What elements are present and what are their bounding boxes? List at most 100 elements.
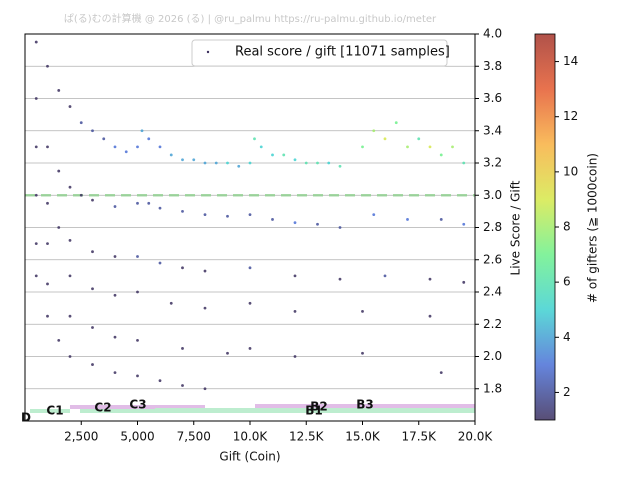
point [136,374,139,378]
point [57,169,61,173]
point [316,161,319,165]
point [158,261,162,265]
point [293,355,297,358]
x-tick-label: 2,500 [64,430,98,444]
point [136,338,139,342]
point [113,255,117,258]
point [169,301,173,305]
point [226,351,229,355]
point [428,145,432,149]
point [361,145,364,149]
point [372,213,376,217]
x-tick-label: 20.0K [458,430,494,444]
point [417,137,421,141]
point [282,153,286,157]
x-tick-label: 15.0K [345,430,381,444]
point [293,274,297,278]
point [248,347,252,350]
point [113,371,117,375]
point [68,239,72,242]
point [46,242,49,246]
point [136,255,139,258]
point [46,64,49,68]
point [34,193,38,197]
point [158,379,162,383]
point [181,209,184,213]
point [34,242,38,246]
point [136,201,139,205]
point [91,198,94,202]
y-tick-label: 4.0 [483,27,502,41]
point [113,335,117,339]
x-tick-label: 5,000 [120,430,154,444]
rank-label: C3 [129,398,146,412]
colorbar-tick-label: 6 [563,275,571,289]
point [68,274,72,278]
point [46,282,49,286]
colorbar-tick-label: 12 [563,109,578,123]
rank-label: B3 [356,398,374,412]
point [79,121,83,125]
point [102,137,106,141]
legend-box [191,39,448,67]
colorbar-tick-label: 2 [563,385,571,399]
point [68,355,72,358]
point [124,150,128,154]
x-tick-label: 10.0K [233,430,269,444]
point [439,371,443,375]
point [226,214,229,218]
y-tick-label: 3.0 [483,188,502,202]
y-tick-label: 2.4 [483,285,502,299]
point [439,218,443,221]
y-tick-label: 3.6 [483,91,502,105]
point [226,161,229,165]
point [147,201,151,205]
point [304,161,308,165]
point [181,384,184,387]
x-tick-label: 12.5K [289,430,325,444]
colorbar-tick-label: 10 [563,164,578,178]
legend-label: Real score / gift [11071 samples] [235,45,450,60]
point [91,363,94,366]
point [140,129,144,133]
colorbar-tick-label: 4 [563,330,571,344]
point [79,193,83,197]
point [237,164,241,168]
y-tick-label: 3.2 [483,156,502,170]
point [293,158,297,162]
y-tick-label: 2.0 [483,349,502,363]
point [46,314,49,318]
point [113,293,117,297]
point [91,287,94,291]
point [57,226,61,229]
chart-title: ぱ(る)むの計算機 @ 2026 (る) | @ru_palmu https:/… [64,12,437,25]
point [34,274,38,278]
point [383,274,387,278]
point [259,145,263,149]
point [68,105,72,108]
y-tick-label: 1.8 [483,381,502,395]
point [271,153,274,157]
rank-bars [30,404,475,413]
point [338,164,342,168]
point [406,145,409,149]
point [271,218,274,221]
point [136,290,139,294]
point [316,222,319,226]
point [91,250,94,254]
colorbar-tick-label: 14 [563,54,578,68]
point [158,145,162,149]
colorbar-tick-label: 8 [563,220,571,234]
point [91,129,94,133]
point [293,309,297,313]
y-axis-label: Live Score / Gift [509,180,523,275]
point [338,226,342,229]
point [248,161,252,165]
point [253,137,256,141]
point [439,153,443,157]
point [394,121,398,125]
point [248,301,252,305]
point [68,185,72,189]
y-tick-label: 2.8 [483,220,502,234]
